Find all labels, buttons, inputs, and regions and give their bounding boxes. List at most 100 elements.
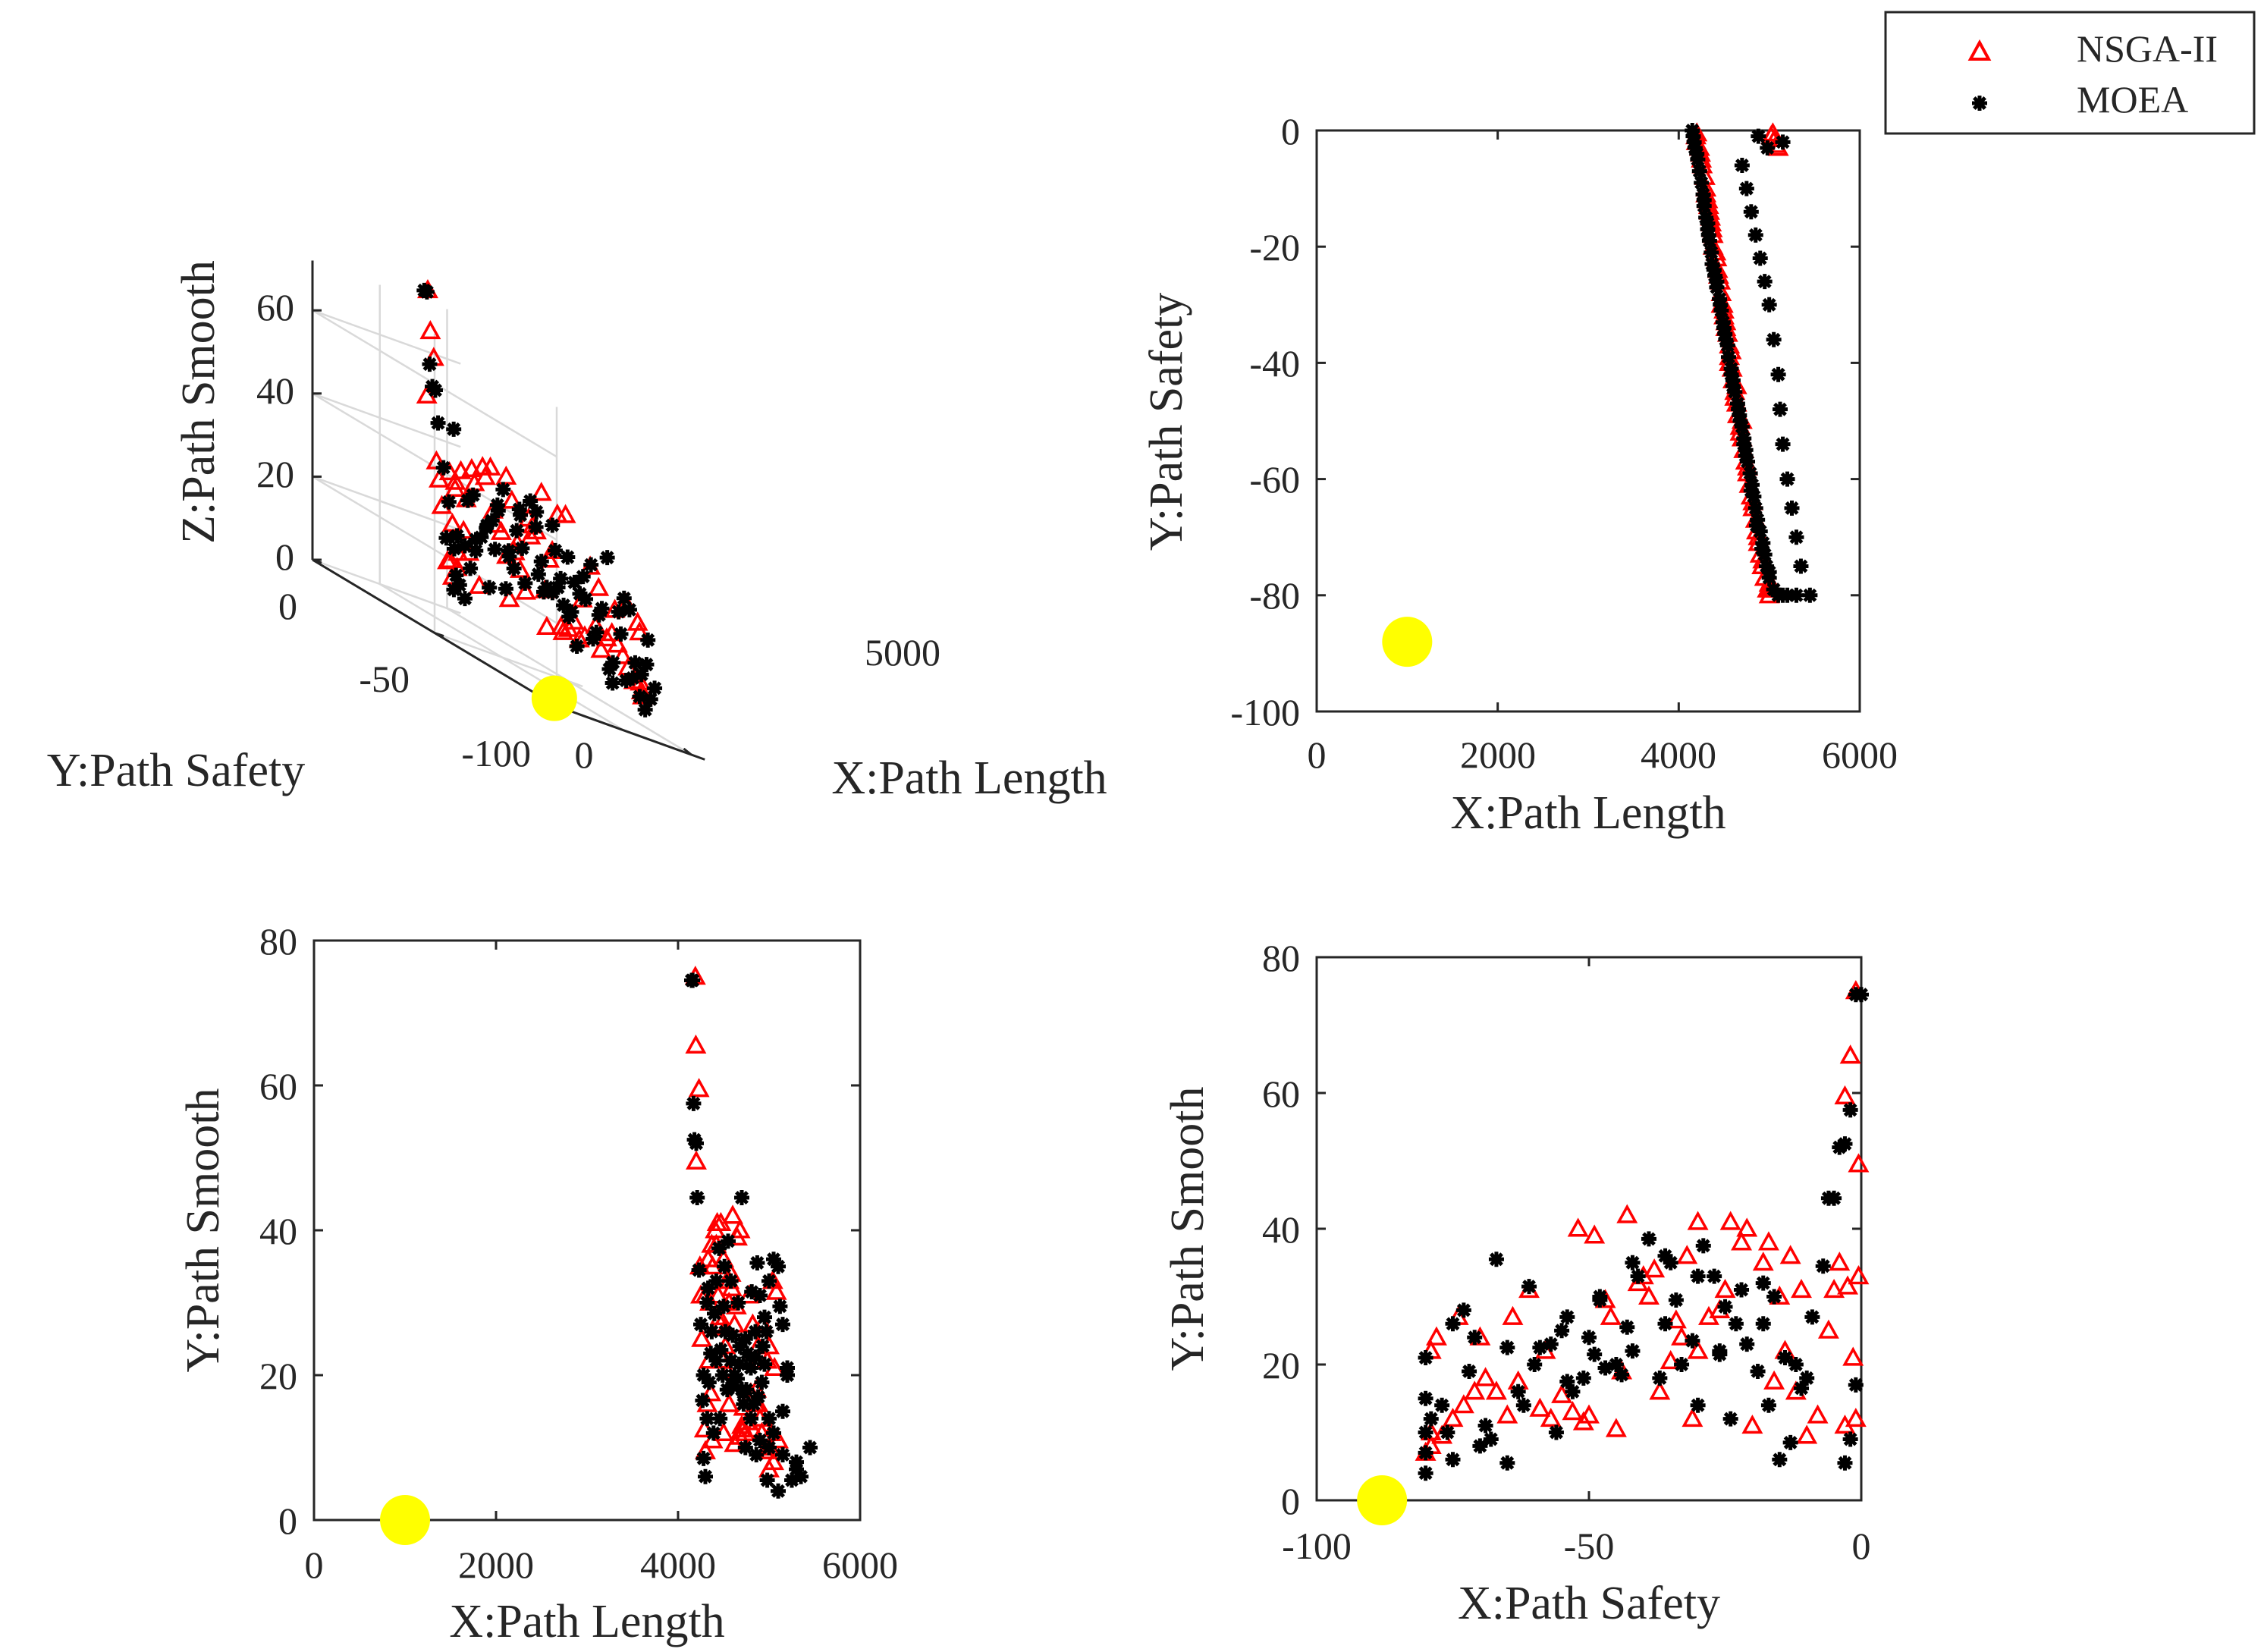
moea-point — [750, 1389, 766, 1405]
moea-point — [1706, 262, 1722, 278]
y-tick-0: 0 — [1281, 1480, 1300, 1522]
moea-point — [1510, 1383, 1526, 1399]
moea-point — [1815, 1258, 1831, 1274]
moea-point — [689, 1135, 704, 1151]
nsga-point — [629, 621, 651, 641]
moea-point — [1842, 1431, 1858, 1447]
moea-point — [708, 1352, 724, 1368]
nsga-point — [468, 574, 490, 594]
nsga-point — [460, 457, 482, 478]
x-tick-mark — [683, 747, 692, 756]
x-axis-label: X:Path Safety — [1458, 1578, 1720, 1629]
nsga-point — [1817, 1319, 1839, 1339]
nsga-point — [1682, 1407, 1703, 1427]
nsga-point — [1464, 1380, 1486, 1400]
nsga-point — [1837, 1275, 1859, 1295]
moea-point — [736, 1385, 752, 1401]
moea-point — [1418, 1390, 1433, 1406]
moea-point — [1608, 1357, 1624, 1372]
moea-point — [547, 542, 563, 558]
moea-point — [1418, 1350, 1433, 1366]
y-tick-100: -100 — [1230, 691, 1300, 733]
y-tick-20: -20 — [1249, 226, 1300, 269]
nsga-point — [1660, 1349, 1682, 1370]
moea-point — [705, 1425, 721, 1441]
nsga-point — [1848, 1265, 1870, 1285]
moea-point — [780, 1368, 795, 1383]
moea-point — [591, 607, 607, 623]
moea-point — [490, 503, 506, 519]
moea-point — [1752, 250, 1768, 266]
nsga-point — [606, 633, 628, 653]
x-tick-0: 0 — [1308, 733, 1327, 776]
moea-point — [545, 517, 561, 533]
moea-point — [533, 554, 549, 570]
moea-point — [691, 1262, 707, 1278]
nsga-point — [1665, 1309, 1687, 1329]
z-tick-40: 40 — [256, 369, 294, 412]
moea-point — [1802, 587, 1818, 603]
moea-point — [1779, 471, 1795, 487]
nsga-point — [1719, 1211, 1741, 1230]
nsga-point — [1848, 1153, 1870, 1173]
moea-point — [1668, 1292, 1684, 1308]
moea-point — [754, 1374, 770, 1390]
moea-point — [699, 1295, 715, 1311]
moea-point — [693, 1317, 708, 1333]
moea-point — [1467, 1330, 1483, 1346]
moea-point — [734, 1190, 749, 1206]
moea-point — [601, 661, 617, 677]
moea-point — [1755, 1275, 1771, 1291]
panel-safety-smooth: -100 -50 0 0 20 40 60 80 X:Path Safety Y… — [1162, 937, 1871, 1629]
nsga-point — [1687, 1340, 1709, 1359]
nsga-point — [688, 1078, 710, 1098]
moea-point — [482, 579, 498, 595]
y-tick-80: 80 — [1262, 937, 1300, 979]
grid-line — [312, 476, 461, 531]
nsga-point — [1638, 1285, 1660, 1305]
moea-point — [446, 421, 462, 437]
x-tick-5000: 5000 — [865, 631, 940, 674]
x-tick-0: 0 — [575, 733, 594, 776]
nsga-point — [765, 1280, 787, 1300]
moea-point — [752, 1287, 768, 1303]
moea-point — [689, 1190, 705, 1206]
moea-point — [1793, 558, 1809, 574]
moea-point — [758, 1324, 774, 1340]
nsga-point — [439, 548, 461, 568]
axes-box — [1315, 956, 1863, 1502]
moea-point — [1761, 564, 1777, 580]
moea-point — [1757, 274, 1773, 290]
moea-point — [1772, 401, 1788, 417]
moea-point — [1695, 1238, 1711, 1254]
moea-point — [1770, 366, 1786, 382]
moea-point — [1799, 1370, 1815, 1386]
y-tick-60: 60 — [1262, 1073, 1300, 1115]
y-tick-20: 20 — [259, 1355, 297, 1397]
x-tick-2000: 2000 — [458, 1544, 534, 1586]
y-tick-60: -60 — [1249, 458, 1300, 501]
moea-point — [578, 591, 594, 607]
reference-point — [1357, 1475, 1408, 1525]
moea-point — [621, 601, 637, 617]
moea-point — [1652, 1370, 1668, 1386]
moea-point — [700, 1280, 716, 1296]
z-tick-20: 20 — [256, 453, 294, 495]
moea-point — [1766, 331, 1782, 347]
moea-point — [1848, 1377, 1864, 1393]
moea-point — [1625, 1343, 1641, 1359]
nsga-point — [590, 639, 612, 658]
moea-point — [736, 1396, 752, 1412]
moea-point — [448, 567, 464, 583]
moea-point — [1751, 128, 1766, 144]
moea-point — [784, 1472, 799, 1488]
moea-point — [1691, 163, 1707, 179]
moea-point — [1738, 448, 1754, 463]
moea-point — [1690, 152, 1706, 168]
moea-point — [1777, 1350, 1793, 1366]
nsga-point — [731, 1418, 752, 1438]
moea-point — [457, 591, 473, 607]
moea-point — [716, 1299, 731, 1314]
x-axis-label: X:Path Length — [449, 1596, 724, 1647]
moea-point — [1775, 436, 1791, 452]
